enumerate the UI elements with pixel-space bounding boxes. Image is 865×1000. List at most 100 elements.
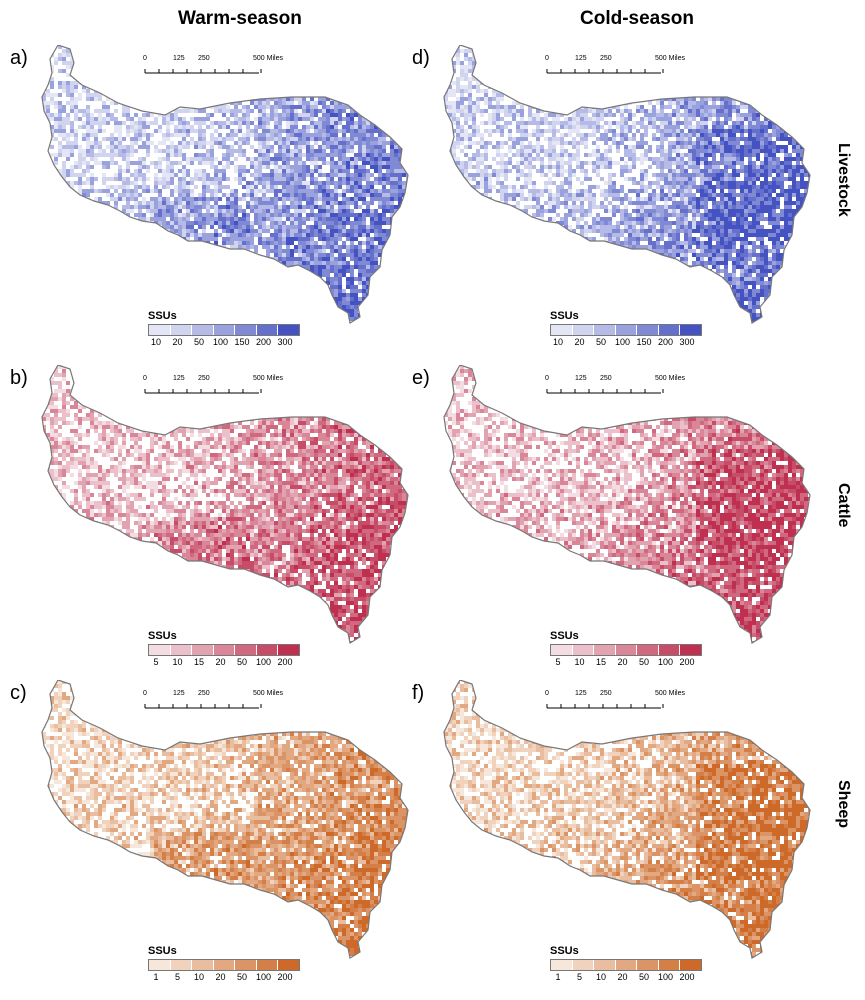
- plateau-map: [30, 365, 430, 645]
- scale-label: 125: [575, 690, 587, 697]
- density-raster: [30, 45, 422, 325]
- legend-title: SSUs: [550, 630, 702, 642]
- legend-swatch: [171, 325, 193, 335]
- legend-tick-label: 50: [596, 337, 606, 347]
- legend-swatch: [235, 325, 257, 335]
- legend-swatch: [171, 645, 193, 655]
- legend-swatch: [594, 325, 616, 335]
- legend-tick-label: 1: [153, 972, 158, 982]
- legend-swatch: [659, 960, 681, 970]
- legend-swatch: [192, 960, 214, 970]
- panel-letter: c): [10, 682, 27, 705]
- legend-swatch: [235, 960, 257, 970]
- legend-swatch: [171, 960, 193, 970]
- legend-color-bar: [148, 644, 300, 656]
- legend-swatch: [594, 645, 616, 655]
- legend-swatch: [149, 325, 171, 335]
- plateau-map: [432, 45, 832, 325]
- legend-tick-label: 10: [194, 972, 204, 982]
- legend-tick-label: 10: [151, 337, 161, 347]
- legend-swatch: [192, 645, 214, 655]
- scale-label: 0: [545, 55, 549, 62]
- density-raster: [432, 365, 824, 645]
- scale-label: 250: [600, 690, 612, 697]
- legend-tick-label: 5: [175, 972, 180, 982]
- legend-tick-label: 10: [574, 657, 584, 667]
- legend-swatch: [257, 325, 279, 335]
- scale-label: 500 Miles: [655, 690, 685, 697]
- legend-swatch: [278, 325, 299, 335]
- legend-tick-label: 100: [658, 972, 673, 982]
- legend-tick-label: 20: [172, 337, 182, 347]
- legend-tick-label: 150: [234, 337, 249, 347]
- legend-tick-label: 20: [215, 972, 225, 982]
- legend-swatch: [637, 325, 659, 335]
- legend-swatch: [149, 960, 171, 970]
- legend-tick-label: 50: [639, 972, 649, 982]
- legend-swatch: [235, 645, 257, 655]
- density-raster: [30, 680, 422, 960]
- legend-title: SSUs: [148, 310, 300, 322]
- scale-label: 125: [575, 55, 587, 62]
- legend-tick-label: 5: [153, 657, 158, 667]
- legend-tick-label: 15: [596, 657, 606, 667]
- legend-swatch: [214, 960, 236, 970]
- legend-swatch: [594, 960, 616, 970]
- legend-swatch: [573, 645, 595, 655]
- density-raster: [30, 365, 422, 645]
- legend-tick-label: 10: [596, 972, 606, 982]
- scale-label: 250: [600, 375, 612, 382]
- scale-label: 500 Miles: [253, 690, 283, 697]
- legend-tick-label: 300: [277, 337, 292, 347]
- panel-letter: a): [10, 47, 28, 70]
- col-title-cold: Cold-season: [580, 8, 694, 30]
- legend-tick-label: 50: [237, 972, 247, 982]
- panel-letter: e): [412, 367, 430, 390]
- legend-title: SSUs: [550, 945, 702, 957]
- legend-swatch: [192, 325, 214, 335]
- scale-label: 125: [173, 690, 185, 697]
- legend-tick-label: 20: [215, 657, 225, 667]
- row-title-livestock: Livestock: [834, 143, 852, 217]
- scale-label: 250: [600, 55, 612, 62]
- density-raster: [432, 680, 824, 960]
- legend-swatch: [573, 960, 595, 970]
- legend-color-bar: [550, 324, 702, 336]
- scale-label: 250: [198, 55, 210, 62]
- scale-label: 500 Miles: [253, 375, 283, 382]
- legend-title: SSUs: [550, 310, 702, 322]
- legend-tick-label: 20: [617, 657, 627, 667]
- legend-swatch: [551, 960, 573, 970]
- legend-swatch: [616, 325, 638, 335]
- legend-tick-label: 1: [555, 972, 560, 982]
- scale-label: 250: [198, 375, 210, 382]
- legend-swatch: [637, 960, 659, 970]
- row-title-cattle: Cattle: [834, 483, 852, 527]
- legend-color-bar: [550, 644, 702, 656]
- legend-tick-label: 100: [256, 657, 271, 667]
- legend-color-bar: [550, 959, 702, 971]
- legend-swatch: [659, 325, 681, 335]
- legend-swatch: [680, 960, 701, 970]
- scale-label: 250: [198, 690, 210, 697]
- legend-tick-label: 50: [639, 657, 649, 667]
- legend-swatch: [616, 645, 638, 655]
- legend-color-bar: [148, 959, 300, 971]
- legend-swatch: [257, 645, 279, 655]
